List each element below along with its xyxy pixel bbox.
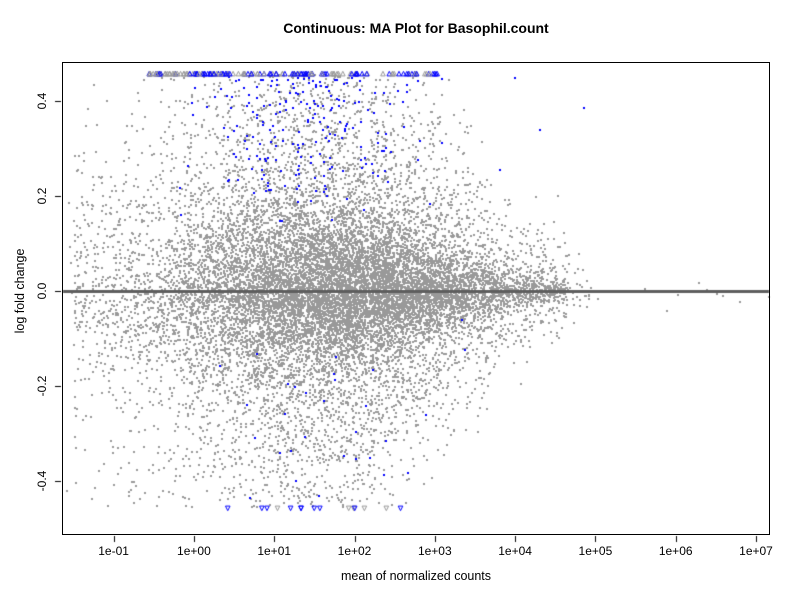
- x-tick-label: 1e-01: [98, 544, 129, 558]
- y-tick-label: 0.2: [35, 187, 49, 205]
- x-tick-label: 1e+02: [337, 544, 372, 558]
- x-tick-label: 1e+00: [177, 544, 211, 558]
- x-tick-label: 1e+07: [739, 544, 773, 558]
- x-tick-label: 1e+04: [498, 544, 532, 558]
- y-tick-label: 0.4: [35, 92, 49, 110]
- x-tick-label: 1e+01: [257, 544, 292, 558]
- x-axis-title: mean of normalized counts: [340, 569, 492, 583]
- y-axis-title: log fold change: [13, 248, 27, 334]
- x-tick-label: 1e+06: [658, 544, 693, 558]
- x-tick-label: 1e+05: [578, 544, 613, 558]
- plot-title: Continuous: MA Plot for Basophil.count: [283, 20, 549, 36]
- y-tick-label: -0.2: [35, 375, 49, 397]
- y-tick-label: 0.0: [35, 282, 49, 300]
- plot-box: [62, 62, 770, 535]
- x-tick-label: 1e+03: [417, 544, 452, 558]
- y-tick-label: -0.4: [35, 470, 49, 492]
